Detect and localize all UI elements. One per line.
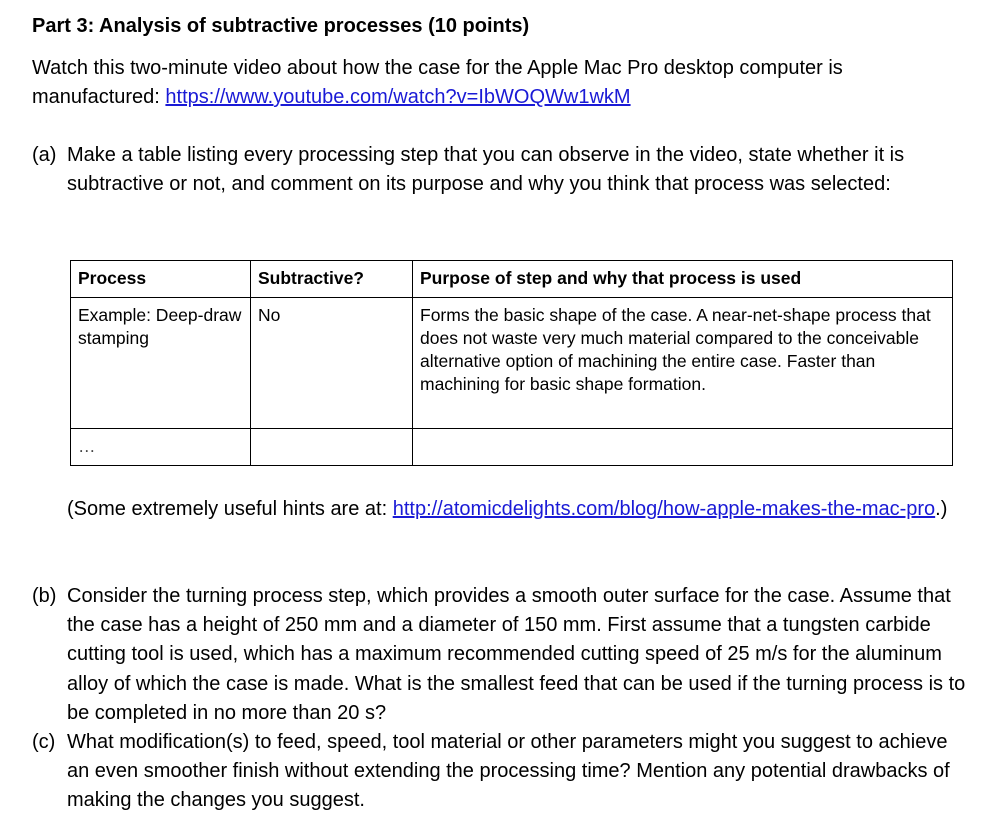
table-header-row: Process Subtractive? Purpose of step and…: [70, 260, 953, 298]
cell-subtractive: No: [250, 297, 413, 429]
section-title: Part 3: Analysis of subtractive processe…: [32, 15, 530, 37]
hint-suffix: .): [935, 498, 948, 520]
cell-subtractive: [250, 428, 413, 466]
part-b: (b) Consider the turning process step, w…: [32, 582, 972, 728]
part-a-text: Make a table listing every processing st…: [67, 144, 905, 196]
hint-text: (Some extremely useful hints are at:: [67, 498, 393, 520]
part-c: (c) What modification(s) to feed, speed,…: [32, 728, 972, 816]
process-table: Process Subtractive? Purpose of step and…: [70, 260, 953, 466]
intro-text: Watch this two-minute video about how th…: [32, 57, 843, 109]
hint-paragraph: (Some extremely useful hints are at: htt…: [67, 495, 967, 524]
header-subtractive: Subtractive?: [250, 260, 413, 298]
table-row: Example: Deep-draw stamping No Forms the…: [70, 297, 953, 429]
part-b-label: (b): [32, 585, 57, 607]
youtube-link[interactable]: https://www.youtube.com/watch?v=IbWOQWw1…: [165, 86, 631, 109]
part-a: (a) Make a table listing every processin…: [32, 141, 972, 199]
part-b-text: Consider the turning process step, which…: [67, 585, 966, 724]
table-row: …: [70, 428, 953, 466]
part-c-label: (c): [32, 731, 56, 753]
cell-purpose: Forms the basic shape of the case. A nea…: [412, 297, 953, 429]
hint-link[interactable]: http://atomicdelights.com/blog/how-apple…: [392, 498, 936, 520]
header-process: Process: [70, 260, 251, 298]
part-a-label: (a): [32, 144, 57, 166]
cell-process: Example: Deep-draw stamping: [70, 297, 251, 429]
cell-process: …: [70, 428, 251, 466]
header-purpose: Purpose of step and why that process is …: [412, 260, 953, 298]
cell-purpose: [412, 428, 953, 466]
part-c-text: What modification(s) to feed, speed, too…: [67, 731, 950, 812]
intro-paragraph: Watch this two-minute video about how th…: [32, 54, 972, 112]
